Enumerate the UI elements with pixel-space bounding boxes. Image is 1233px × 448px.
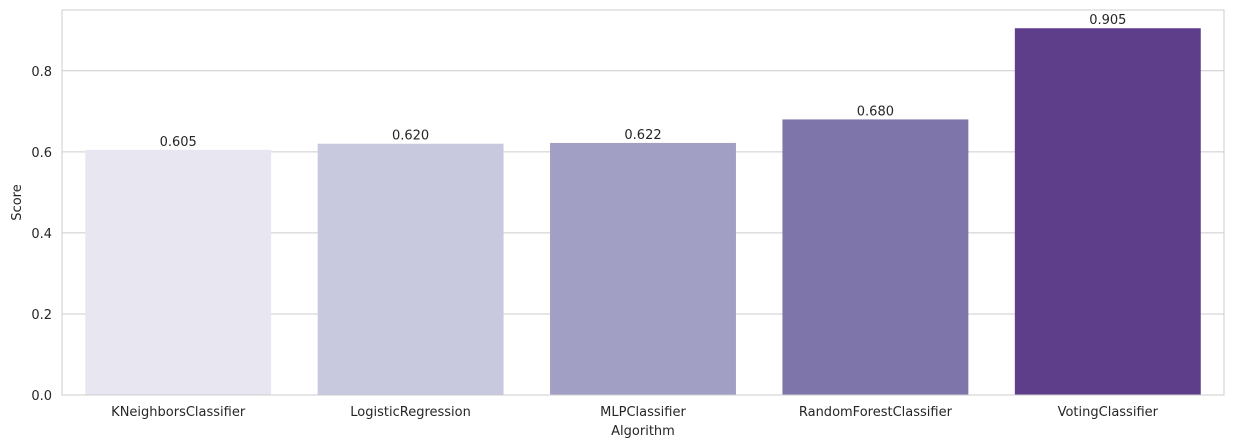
y-tick-label: 0.8	[31, 65, 52, 80]
bar-value-label: 0.620	[392, 129, 429, 144]
bar	[782, 119, 969, 395]
y-tick-label: 0.2	[31, 308, 52, 323]
bar-value-label: 0.680	[857, 104, 894, 119]
y-axis-label: Score	[10, 184, 25, 220]
x-tick-label: MLPClassifier	[600, 405, 686, 420]
x-tick-label: RandomForestClassifier	[799, 405, 953, 420]
bar	[85, 149, 272, 395]
y-tick-labels: 0.0 0.2 0.4 0.6 0.8	[31, 65, 52, 404]
x-tick-label: KNeighborsClassifier	[111, 405, 246, 420]
y-tick-label: 0.0	[31, 389, 52, 404]
y-tick-label: 0.6	[31, 146, 52, 161]
plot-frame	[61, 9, 1225, 396]
bar-value-label: 0.605	[160, 135, 197, 150]
bars	[85, 28, 1201, 395]
bar	[317, 143, 504, 395]
x-axis-label: Algorithm	[611, 424, 675, 439]
bar	[550, 142, 736, 395]
bar	[1014, 28, 1201, 395]
x-tick-labels: KNeighborsClassifier LogisticRegression ML…	[111, 405, 1158, 420]
x-tick-label: VotingClassifier	[1058, 405, 1159, 420]
bar-value-label: 0.622	[624, 128, 661, 143]
bar-value-label: 0.905	[1089, 13, 1126, 28]
x-tick-label: LogisticRegression	[350, 405, 471, 420]
bar-value-labels: 0.605 0.620 0.622 0.680 0.905	[160, 13, 1127, 150]
y-tick-label: 0.4	[31, 227, 52, 242]
